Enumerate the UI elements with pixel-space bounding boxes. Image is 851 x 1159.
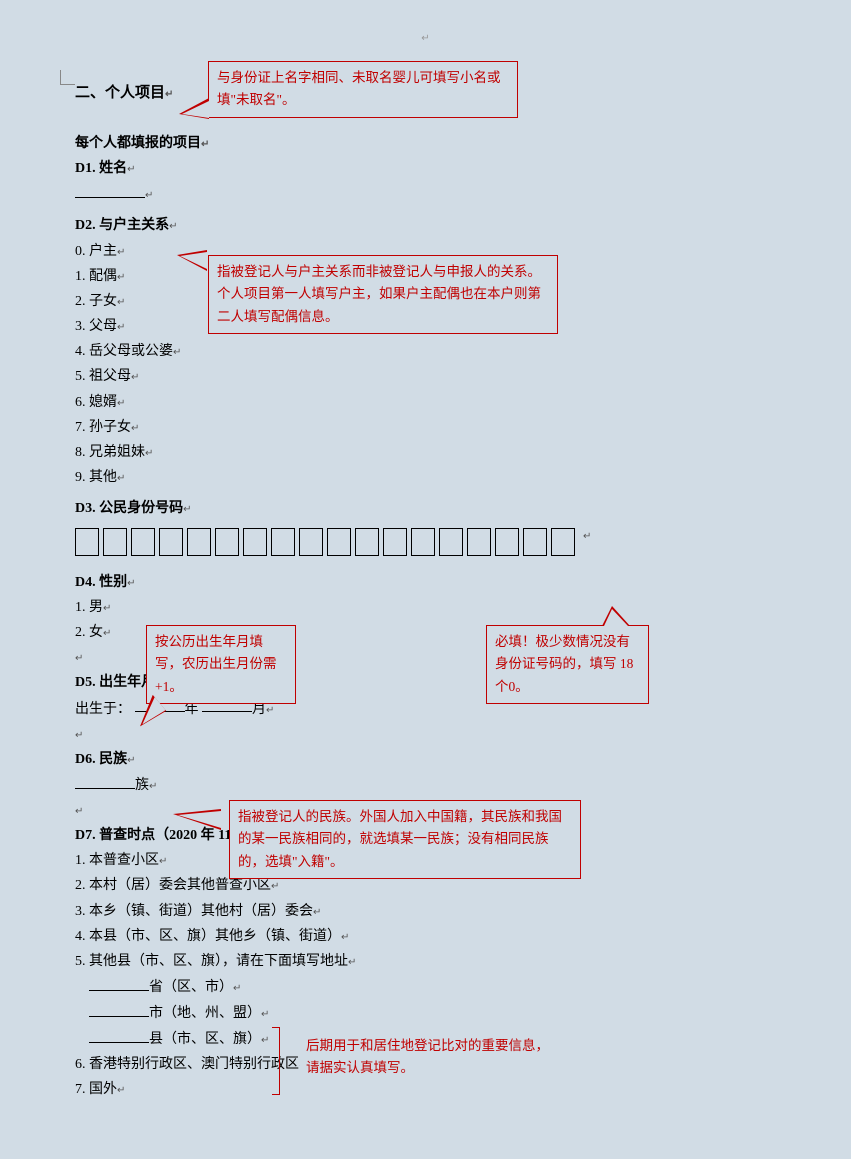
d4-opt-0[interactable]: 1. 男↵ xyxy=(75,595,776,620)
id-box-15[interactable] xyxy=(495,528,519,556)
id-box-17[interactable] xyxy=(551,528,575,556)
section-title: 二、个人项目↵ xyxy=(75,80,173,107)
callout-d2-pointer xyxy=(177,250,207,271)
id-number-boxes[interactable]: ↵ xyxy=(75,528,776,556)
callout-d2: 指被登记人与户主关系而非被登记人与申报人的关系。个人项目第一人填写户主，如果户主… xyxy=(208,255,558,334)
id-box-7[interactable] xyxy=(271,528,295,556)
d7-bracket xyxy=(272,1027,280,1095)
id-box-3[interactable] xyxy=(159,528,183,556)
id-box-8[interactable] xyxy=(299,528,323,556)
id-box-2[interactable] xyxy=(131,528,155,556)
d2-opt-5[interactable]: 5. 祖父母↵ xyxy=(75,364,776,389)
d2-label: D2. 与户主关系 xyxy=(75,218,169,233)
callout-d1-pointer xyxy=(179,98,209,119)
callout-d1-text: 与身份证上名字相同、未取名婴儿可填写小名或填"未取名"。 xyxy=(217,70,501,107)
d2-opt-9[interactable]: 9. 其他↵ xyxy=(75,465,776,490)
d2-opt-4[interactable]: 4. 岳父母或公婆↵ xyxy=(75,339,776,364)
callout-d3: 必填！极少数情况没有身份证号码的，填写 18 个0。 xyxy=(486,625,649,704)
d7-opt-4[interactable]: 5. 其他县（市、区、旗），请在下面填写地址↵ xyxy=(75,949,776,974)
d1-label: D1. 姓名 xyxy=(75,161,127,176)
id-box-5[interactable] xyxy=(215,528,239,556)
d2-opt-7[interactable]: 7. 孙子女↵ xyxy=(75,415,776,440)
id-box-16[interactable] xyxy=(523,528,547,556)
callout-d7: 后期用于和居住地登记比对的重要信息，请据实认真填写。 xyxy=(300,1033,568,1082)
d4-label: D4. 性别 xyxy=(75,575,127,590)
id-box-11[interactable] xyxy=(383,528,407,556)
callout-d6: 指被登记人的民族。外国人加入中国籍，其民族和我国的某一民族相同的，就选填某一民族… xyxy=(229,800,581,879)
callout-d1: 与身份证上名字相同、未取名婴儿可填写小名或填"未取名"。 xyxy=(208,61,518,118)
id-box-13[interactable] xyxy=(439,528,463,556)
corner-crop-mark xyxy=(60,70,75,85)
subtitle-every-person: 每个人都填报的项目↵ xyxy=(75,131,776,156)
callout-d3-text: 必填！极少数情况没有身份证号码的，填写 18 个0。 xyxy=(495,634,633,694)
callout-d3-pointer xyxy=(602,606,630,626)
d6-label: D6. 民族 xyxy=(75,752,127,767)
id-box-9[interactable] xyxy=(327,528,351,556)
id-box-10[interactable] xyxy=(355,528,379,556)
d7-opt-2[interactable]: 3. 本乡（镇、街道）其他村（居）委会↵ xyxy=(75,899,776,924)
id-box-4[interactable] xyxy=(187,528,211,556)
d3-label: D3. 公民身份号码 xyxy=(75,501,183,516)
id-box-6[interactable] xyxy=(243,528,267,556)
d7-addr-prov[interactable]: 省（区、市）↵ xyxy=(89,974,776,1000)
page-return-mark: ↵ xyxy=(421,30,429,48)
d6-blank[interactable]: 族↵ xyxy=(75,772,776,798)
d2-opt-8[interactable]: 8. 兄弟姐妹↵ xyxy=(75,440,776,465)
id-box-1[interactable] xyxy=(103,528,127,556)
callout-d5-text: 按公历出生年月填写，农历出生月份需+1。 xyxy=(155,634,277,694)
d1-blank[interactable]: ↵ xyxy=(75,181,776,207)
d5-label: D5. 出生年月 xyxy=(75,675,155,690)
d2-opt-6[interactable]: 6. 媳婿↵ xyxy=(75,390,776,415)
callout-d5: 按公历出生年月填写，农历出生月份需+1。 xyxy=(146,625,296,704)
id-box-12[interactable] xyxy=(411,528,435,556)
callout-d6-text: 指被登记人的民族。外国人加入中国籍，其民族和我国的某一民族相同的，就选填某一民族… xyxy=(238,809,562,869)
d7-addr-city[interactable]: 市（地、州、盟）↵ xyxy=(89,1000,776,1026)
callout-d6-pointer xyxy=(173,809,221,830)
callout-d2-text: 指被登记人与户主关系而非被登记人与申报人的关系。个人项目第一人填写户主，如果户主… xyxy=(217,264,541,324)
id-box-0[interactable] xyxy=(75,528,99,556)
d7-opt-3[interactable]: 4. 本县（市、区、旗）其他乡（镇、街道）↵ xyxy=(75,924,776,949)
callout-d7-text: 后期用于和居住地登记比对的重要信息，请据实认真填写。 xyxy=(306,1038,549,1075)
id-box-14[interactable] xyxy=(467,528,491,556)
